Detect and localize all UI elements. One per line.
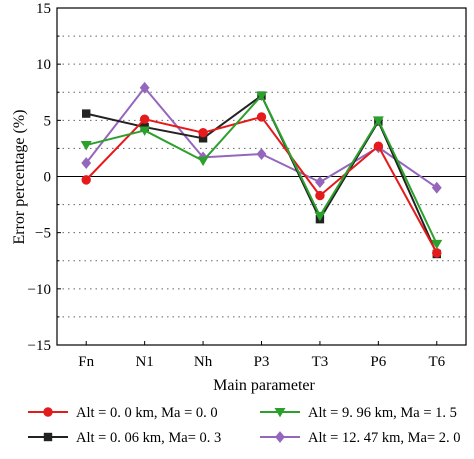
legend-label: Alt = 0. 06 km, Ma= 0. 3 (76, 430, 221, 446)
data-point (81, 157, 92, 169)
data-point (81, 175, 91, 185)
data-point (198, 127, 208, 138)
legend: Alt = 0. 0 km, Ma = 0. 0 Alt = 9. 96 km, … (28, 405, 461, 446)
legend-label: Alt = 12. 47 km, Ma= 2. 0 (308, 430, 461, 446)
x-tick-label: N1 (135, 354, 153, 370)
series-layer (80, 81, 443, 259)
x-axis-title: Main parameter (213, 377, 315, 394)
data-point (315, 190, 325, 201)
y-tick-label: 5 (44, 113, 52, 129)
legend-item: Alt = 9. 96 km, Ma = 1. 5 (260, 405, 457, 421)
data-point (139, 81, 150, 94)
y-tick-label: −15 (28, 338, 51, 354)
data-point (43, 432, 53, 442)
x-axis: Fn N1 Nh P3 T3 P6 T6 (78, 341, 446, 370)
data-point (274, 407, 286, 418)
data-point (275, 431, 285, 443)
x-tick-label: T3 (312, 354, 329, 370)
x-tick-label: Fn (78, 354, 94, 370)
data-point (197, 156, 209, 167)
data-point (139, 126, 151, 136)
x-tick-label: P6 (370, 354, 386, 370)
y-tick-label: 15 (36, 1, 51, 17)
series-circle (81, 112, 442, 258)
y-tick-label: −5 (35, 226, 51, 242)
data-point (256, 148, 267, 160)
data-point (256, 112, 267, 122)
x-tick-label: P3 (254, 354, 270, 370)
y-axis-title: Error percentage (%) (11, 109, 28, 244)
y-tick-label: −10 (28, 282, 51, 298)
legend-item: Alt = 12. 47 km, Ma= 2. 0 (260, 430, 461, 446)
series-triangle-down (80, 91, 443, 250)
data-point (82, 109, 91, 118)
data-point (373, 141, 384, 151)
x-tick-label: Nh (194, 354, 213, 370)
data-point (314, 211, 326, 222)
legend-item: Alt = 0. 0 km, Ma = 0. 0 (28, 405, 218, 421)
data-point (139, 114, 150, 124)
legend-label: Alt = 9. 96 km, Ma = 1. 5 (308, 405, 457, 421)
data-point (431, 181, 442, 194)
legend-label: Alt = 0. 0 km, Ma = 0. 0 (76, 405, 218, 421)
data-point (80, 141, 92, 151)
data-point (315, 176, 325, 189)
data-point (431, 239, 443, 250)
x-tick-label: T6 (428, 354, 445, 370)
y-axis: −15 −10 −5 0 5 10 15 (28, 1, 61, 354)
data-point (372, 116, 384, 126)
data-point (432, 248, 442, 258)
data-point (43, 407, 53, 417)
legend-item: Alt = 0. 06 km, Ma= 0. 3 (28, 430, 221, 446)
y-tick-label: 10 (36, 57, 51, 73)
data-point (256, 91, 267, 102)
series-line (85, 86, 438, 189)
y-tick-label: 0 (44, 170, 52, 186)
